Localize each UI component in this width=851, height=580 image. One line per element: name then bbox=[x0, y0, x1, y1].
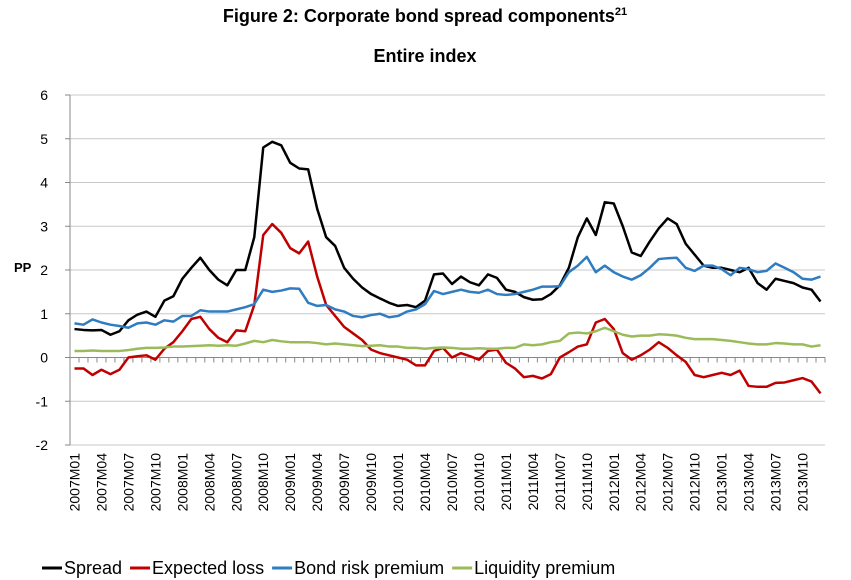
series-line bbox=[74, 222, 822, 395]
x-tick-label: 2011M04 bbox=[525, 453, 541, 511]
x-tick-label: 2007M04 bbox=[93, 453, 109, 512]
y-tick-label: 5 bbox=[40, 131, 48, 147]
chart-title: Figure 2: Corporate bond spread componen… bbox=[223, 6, 627, 26]
y-tick-label: 4 bbox=[40, 175, 48, 191]
legend-label: Expected loss bbox=[152, 558, 264, 578]
x-tick-label: 2010M01 bbox=[390, 453, 406, 512]
x-tick-label: 2012M04 bbox=[633, 453, 649, 512]
y-tick-label: -1 bbox=[36, 393, 49, 409]
x-tick-label: 2008M07 bbox=[228, 453, 244, 512]
x-tick-label: 2009M04 bbox=[309, 453, 325, 512]
x-tick-label: 2009M10 bbox=[363, 453, 379, 512]
x-tick-label: 2007M07 bbox=[120, 453, 136, 512]
x-tick-label: 2013M01 bbox=[714, 453, 730, 512]
x-tick-label: 2011M01 bbox=[498, 453, 514, 511]
y-tick-label: -2 bbox=[36, 437, 49, 453]
y-tick-label: 3 bbox=[40, 218, 48, 234]
x-tick-label: 2010M07 bbox=[444, 453, 460, 512]
chart-subtitle: Entire index bbox=[373, 46, 476, 66]
title-superscript: 21 bbox=[615, 6, 627, 18]
y-tick-label: 2 bbox=[40, 262, 48, 278]
y-tick-label: 1 bbox=[40, 306, 48, 322]
x-tick-label: 2008M04 bbox=[201, 453, 217, 512]
series-line bbox=[74, 326, 821, 353]
x-tick-label: 2008M01 bbox=[174, 453, 190, 512]
title-text: Figure 2: Corporate bond spread componen… bbox=[223, 6, 615, 26]
series-line bbox=[74, 140, 822, 336]
y-tick-label: 0 bbox=[40, 350, 48, 366]
x-tick-label: 2011M07 bbox=[552, 453, 568, 511]
x-tick-label: 2013M04 bbox=[741, 453, 757, 512]
legend-label: Spread bbox=[64, 558, 122, 578]
legend-label: Bond risk premium bbox=[294, 558, 444, 578]
x-tick-label: 2007M10 bbox=[147, 453, 163, 512]
x-tick-label: 2007M01 bbox=[66, 453, 82, 512]
series-line bbox=[74, 255, 821, 329]
y-tick-label: 6 bbox=[40, 87, 48, 103]
x-tick-label: 2009M01 bbox=[282, 453, 298, 512]
x-tick-label: 2010M04 bbox=[417, 453, 433, 512]
x-tick-label: 2008M10 bbox=[255, 453, 271, 512]
y-axis-label: PP bbox=[14, 260, 32, 275]
x-tick-label: 2012M10 bbox=[687, 453, 703, 512]
x-tick-label: 2009M07 bbox=[336, 453, 352, 512]
x-tick-label: 2013M10 bbox=[795, 453, 811, 512]
x-tick-label: 2011M10 bbox=[579, 453, 595, 511]
x-tick-label: 2012M01 bbox=[606, 453, 622, 512]
x-tick-label: 2010M10 bbox=[471, 453, 487, 512]
legend-label: Liquidity premium bbox=[474, 558, 615, 578]
x-tick-label: 2013M07 bbox=[768, 453, 784, 512]
x-tick-label: 2012M07 bbox=[660, 453, 676, 512]
